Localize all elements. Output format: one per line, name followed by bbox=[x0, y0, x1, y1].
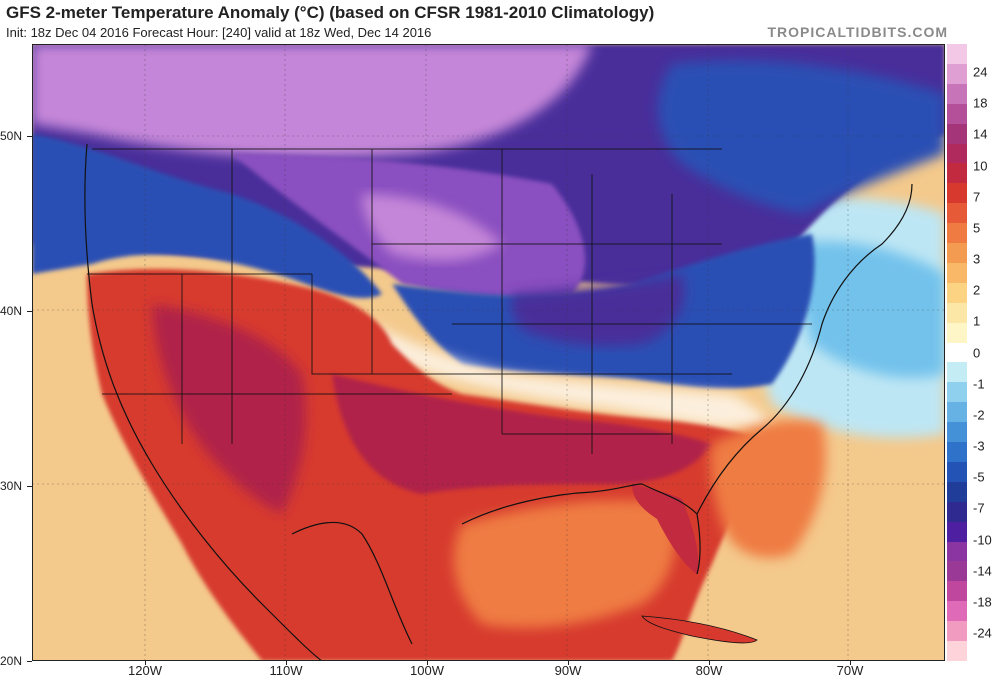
longitude-tick bbox=[709, 661, 710, 665]
colorbar-swatch bbox=[947, 322, 967, 344]
temperature-anomaly-map bbox=[32, 44, 945, 661]
longitude-label: 70W bbox=[836, 663, 864, 678]
longitude-tick bbox=[850, 661, 851, 665]
colorbar-swatch bbox=[947, 641, 967, 662]
colorbar-label: 5 bbox=[973, 220, 981, 236]
canada-east-blue bbox=[658, 60, 945, 214]
colorbar-swatch bbox=[947, 601, 967, 622]
transition-band bbox=[362, 319, 772, 428]
longitude-label: 120W bbox=[128, 663, 162, 678]
brand-label: TROPICALTIDBITS.COM bbox=[767, 24, 948, 40]
gulf-warm-ocean bbox=[453, 500, 676, 628]
colorbar-swatch bbox=[947, 442, 967, 463]
colorbar-swatch bbox=[947, 103, 967, 125]
longitude-tick bbox=[145, 661, 146, 665]
colorbar bbox=[947, 44, 967, 662]
longitude-label: 100W bbox=[410, 663, 444, 678]
latitude-label: 20N bbox=[0, 654, 23, 668]
atlantic-warm-ocean bbox=[710, 420, 826, 558]
longitude-tick bbox=[427, 661, 428, 665]
cuba bbox=[641, 615, 758, 644]
us-coastline bbox=[84, 143, 913, 661]
colorbar-label: 18 bbox=[973, 95, 988, 111]
colorbar-swatch bbox=[947, 521, 967, 543]
colorbar-swatch bbox=[947, 461, 967, 483]
colorbar-label: 14 bbox=[973, 126, 988, 142]
colorbar-swatch bbox=[947, 481, 967, 503]
colorbar-label: 7 bbox=[973, 189, 981, 205]
colorbar-label: 10 bbox=[973, 158, 988, 173]
colorbar-label: -2 bbox=[973, 407, 985, 423]
longitude-label: 80W bbox=[695, 663, 723, 678]
colorbar-swatch bbox=[947, 143, 967, 164]
colorbar-label: -14 bbox=[973, 563, 992, 579]
colorbar-swatch bbox=[947, 63, 967, 85]
florida bbox=[632, 484, 699, 574]
longitude-label: 110W bbox=[269, 663, 303, 678]
colorbar-label: -18 bbox=[973, 594, 992, 610]
longitude-tick bbox=[286, 661, 287, 665]
colorbar-swatch bbox=[947, 561, 967, 582]
atlantic-blue-region bbox=[792, 241, 945, 378]
latitude-label: 40N bbox=[0, 304, 23, 318]
latitude-tick bbox=[27, 136, 32, 137]
colorbar-swatch bbox=[947, 83, 967, 105]
colorbar-swatch bbox=[947, 382, 967, 403]
colorbar-swatch bbox=[947, 223, 967, 244]
colorbar-swatch bbox=[947, 362, 967, 383]
longitude-tick bbox=[568, 661, 569, 665]
latitude-label: 30N bbox=[0, 479, 23, 493]
colorbar-label: -5 bbox=[973, 469, 985, 485]
colorbar-swatch bbox=[947, 581, 967, 602]
colorbar-swatch bbox=[947, 203, 967, 224]
colorbar-swatch bbox=[947, 243, 967, 264]
colorbar-label: 24 bbox=[973, 64, 988, 80]
colorbar-label: -24 bbox=[973, 625, 992, 641]
colorbar-swatch bbox=[947, 422, 967, 443]
colorbar-swatch bbox=[947, 541, 967, 562]
colorbar-swatch bbox=[947, 501, 967, 523]
lat-lon-grid bbox=[32, 44, 945, 661]
colorbar-label: 0 bbox=[973, 345, 981, 360]
longitude-label: 90W bbox=[554, 663, 582, 678]
colorbar-swatch bbox=[947, 402, 967, 423]
colorbar-swatch bbox=[947, 44, 967, 65]
colorbar-swatch bbox=[947, 621, 967, 642]
colorbar-swatch bbox=[947, 342, 967, 363]
colorbar-label: -1 bbox=[973, 376, 985, 392]
colorbar-swatch bbox=[947, 262, 967, 284]
colorbar-swatch bbox=[947, 123, 967, 144]
map-subtitle: Init: 18z Dec 04 2016 Forecast Hour: [24… bbox=[6, 25, 432, 40]
colorbar-swatch bbox=[947, 302, 967, 324]
canada-pink-region bbox=[32, 44, 592, 158]
latitude-tick bbox=[27, 311, 32, 312]
latitude-tick bbox=[27, 486, 32, 487]
colorbar-label: -7 bbox=[973, 500, 985, 516]
colorbar-swatch bbox=[947, 163, 967, 184]
latitude-label: 50N bbox=[0, 129, 23, 143]
pacific-nw-cold bbox=[32, 134, 382, 299]
latitude-tick bbox=[27, 661, 32, 662]
southwest-hot bbox=[152, 304, 306, 514]
colorbar-label: 3 bbox=[973, 251, 981, 267]
state-borders bbox=[87, 148, 812, 454]
colorbar-label: 2 bbox=[973, 282, 981, 298]
colorbar-label: -10 bbox=[973, 532, 992, 547]
colorbar-label: 1 bbox=[973, 313, 981, 329]
colorbar-label: -3 bbox=[973, 438, 985, 454]
map-title: GFS 2-meter Temperature Anomaly (°C) (ba… bbox=[6, 3, 655, 22]
colorbar-swatch bbox=[947, 183, 967, 204]
colorbar-swatch bbox=[947, 282, 967, 304]
